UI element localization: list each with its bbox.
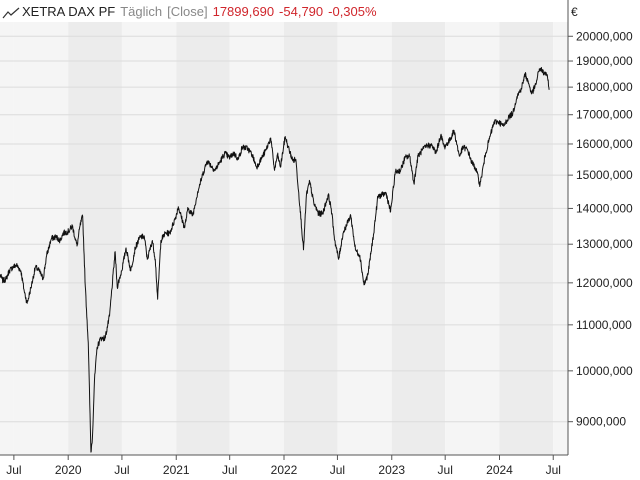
x-tick-label: 2021 [163, 463, 190, 477]
price-change: -54,790 [279, 4, 324, 19]
x-tick-label: 2023 [378, 463, 405, 477]
price-line [0, 67, 550, 453]
x-tick-label: Jul [546, 463, 561, 477]
period-band [553, 22, 568, 455]
y-tick-label: 15000,000 [576, 168, 633, 182]
y-tick-label: 18000,000 [576, 80, 633, 94]
period-band [499, 22, 554, 455]
period-bands [0, 22, 568, 455]
y-tick-label: 9000,000 [576, 415, 626, 429]
y-tick-label: 14000,000 [576, 201, 633, 215]
x-tick-label: Jul [6, 463, 21, 477]
price-mode: [Close] [167, 4, 208, 19]
period-band [445, 22, 500, 455]
period-band [284, 22, 338, 455]
y-tick-label: 19000,000 [576, 54, 633, 68]
x-tick-label: Jul [438, 463, 453, 477]
x-tick-label: Jul [330, 463, 345, 477]
price-change-percent: -0,305% [328, 4, 377, 19]
y-tick-label: 16000,000 [576, 137, 633, 151]
x-axis-ticks: Jul 2020 Jul 2021 Jul 2022 Jul 2023 Jul 2024 Jul [6, 455, 561, 477]
x-tick-label: Jul [114, 463, 129, 477]
period-band [229, 22, 284, 455]
y-tick-label: 13000,000 [576, 237, 633, 251]
y-tick-label: 10000,000 [576, 364, 633, 378]
period-band [0, 22, 14, 455]
y-tick-label: 20000,000 [576, 29, 633, 43]
period-band [121, 22, 177, 455]
line-chart-icon [2, 7, 20, 18]
y-tick-label: 12000,000 [576, 276, 633, 290]
last-price: 17899,690 [212, 4, 275, 19]
period-label: Täglich [120, 4, 163, 19]
chart-legend: XETRA DAX PF Täglich [Close] 17899,690 -54,7… [2, 2, 386, 22]
instrument-name: XETRA DAX PF [22, 4, 116, 19]
period-band [68, 22, 122, 455]
period-band [391, 22, 446, 455]
x-tick-label: 2020 [55, 463, 82, 477]
x-tick-label: 2024 [486, 463, 513, 477]
x-tick-label: Jul [222, 463, 237, 477]
y-tick-label: 11000,000 [576, 318, 632, 332]
period-band [176, 22, 230, 455]
x-tick-label: 2022 [271, 463, 298, 477]
period-band [337, 22, 392, 455]
y-tick-label: 17000,000 [576, 108, 633, 122]
y-axis-ticks: 9000,000 10000,000 11000,000 12000,000 13000… [568, 29, 633, 429]
y-axis-unit-label: € [571, 5, 578, 19]
